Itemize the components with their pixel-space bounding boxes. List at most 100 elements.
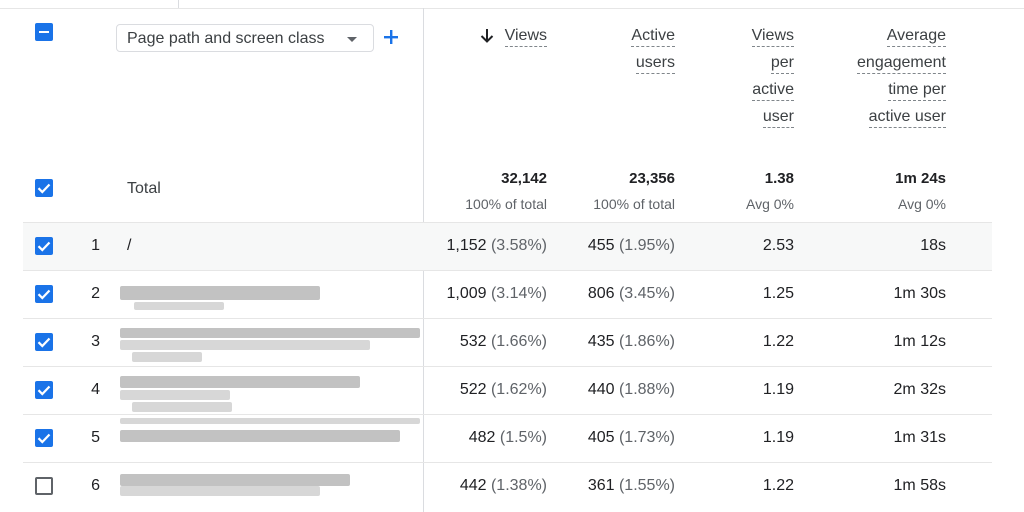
- cell-views-per-user: 1.25: [700, 285, 794, 303]
- row-checkbox[interactable]: [35, 381, 53, 399]
- row-checkbox[interactable]: [35, 333, 53, 351]
- cell-views-per-user-value: 1.19: [762, 381, 794, 398]
- check-icon: [37, 433, 51, 444]
- cell-views: 442 (1.38%): [420, 477, 547, 495]
- cell-active-users-percent: (1.55%): [618, 477, 675, 494]
- column-header-active-users[interactable]: Active users: [590, 24, 675, 78]
- column-header-avg-engagement[interactable]: Average engagement time per active user: [830, 24, 946, 132]
- cell-views-percent: (3.58%): [490, 237, 547, 254]
- cell-active-users: 806 (3.45%): [555, 285, 675, 303]
- redacted-page-path: [120, 486, 320, 496]
- header-views-line: Views: [504, 26, 547, 47]
- table-row[interactable]: [23, 462, 992, 511]
- cell-views: 482 (1.5%): [420, 429, 547, 447]
- cell-avg-engagement: 18s: [820, 237, 946, 255]
- row-index: 1: [91, 237, 100, 254]
- table-row[interactable]: [23, 414, 992, 463]
- select-all-checkbox[interactable]: [35, 23, 53, 41]
- cell-views: 1,152 (3.58%): [420, 237, 547, 255]
- header-vpu-line-4: user: [762, 107, 794, 128]
- cell-active-users: 405 (1.73%): [555, 429, 675, 447]
- redacted-page-path: [120, 286, 320, 300]
- redacted-page-path: [120, 390, 230, 400]
- sort-arrow-down-icon[interactable]: [478, 27, 496, 45]
- cell-avg-engagement: 1m 31s: [820, 429, 946, 447]
- cell-active-users-value: 405: [587, 429, 615, 446]
- cell-avg-engagement-value: 1m 30s: [893, 285, 946, 302]
- table-row[interactable]: [23, 270, 992, 319]
- dimension-select-label: Page path and screen class: [127, 30, 325, 47]
- row-checkbox[interactable]: [35, 429, 53, 447]
- cell-views-per-user: 1.19: [700, 381, 794, 399]
- cell-active-users-value: 455: [587, 237, 615, 254]
- cell-views: 1,009 (3.14%): [420, 285, 547, 303]
- table-row[interactable]: [23, 366, 992, 415]
- cell-active-users: 435 (1.86%): [555, 333, 675, 351]
- redacted-page-path: [120, 376, 360, 388]
- row-checkbox[interactable]: [35, 477, 53, 495]
- cell-active-users-percent: (1.88%): [618, 381, 675, 398]
- check-icon: [37, 385, 51, 396]
- cell-views-percent: (1.38%): [490, 477, 547, 494]
- check-icon: [37, 183, 51, 194]
- row-checkbox[interactable]: [35, 237, 53, 255]
- redacted-page-path: [120, 474, 350, 486]
- total-views: 32,142: [501, 170, 547, 187]
- row-checkbox[interactable]: [35, 285, 53, 303]
- total-views-sub: 100% of total: [465, 196, 547, 212]
- header-active-users-line-1: Active: [631, 26, 675, 47]
- redacted-page-path: [120, 418, 420, 424]
- cell-views-per-user: 1.19: [700, 429, 794, 447]
- cell-views-per-user-value: 1.22: [762, 477, 794, 494]
- cell-views-percent: (1.66%): [490, 333, 547, 350]
- cell-views-per-user-value: 1.25: [762, 285, 794, 302]
- cell-avg-engagement: 1m 12s: [820, 333, 946, 351]
- check-icon: [37, 289, 51, 300]
- cell-avg-engagement-value: 1m 31s: [893, 429, 946, 446]
- cell-views: 532 (1.66%): [420, 333, 547, 351]
- cell-active-users: 455 (1.95%): [555, 237, 675, 255]
- header-aet-line-3: time per: [888, 80, 946, 101]
- cell-views-value: 532: [459, 333, 487, 350]
- header-active-users-line-2: users: [635, 53, 675, 74]
- cell-views-value: 482: [468, 429, 496, 446]
- cell-views-per-user: 2.53: [700, 237, 794, 255]
- table-row[interactable]: [23, 318, 992, 367]
- header-vpu-line-1: Views: [751, 26, 794, 47]
- column-header-views[interactable]: Views: [496, 24, 547, 51]
- redacted-page-path: [120, 430, 400, 442]
- redacted-page-path: [120, 340, 370, 350]
- add-dimension-plus-icon[interactable]: [382, 26, 400, 48]
- total-active-users: 23,356: [629, 170, 675, 187]
- cell-avg-engagement: 2m 32s: [820, 381, 946, 399]
- total-views-per-user-sub: Avg 0%: [746, 196, 794, 212]
- cell-avg-engagement: 1m 30s: [820, 285, 946, 303]
- cell-active-users-value: 435: [587, 333, 615, 350]
- cell-views-per-user: 1.22: [700, 333, 794, 351]
- table-row[interactable]: [23, 222, 992, 271]
- cell-active-users-percent: (1.73%): [618, 429, 675, 446]
- cell-avg-engagement-value: 1m 12s: [893, 333, 946, 350]
- header-vpu-line-2: per: [770, 53, 794, 74]
- cell-active-users-value: 361: [587, 477, 615, 494]
- redacted-page-path: [132, 402, 232, 412]
- cell-active-users-percent: (1.86%): [618, 333, 675, 350]
- table-top-border: [0, 8, 1024, 9]
- cell-avg-engagement: 1m 58s: [820, 477, 946, 495]
- row-index: 3: [91, 333, 100, 350]
- total-label: Total: [127, 180, 161, 197]
- header-vpu-line-3: active: [752, 80, 794, 101]
- cell-active-users: 440 (1.88%): [555, 381, 675, 399]
- indeterminate-checkbox-icon: [39, 31, 49, 33]
- dimension-select[interactable]: Page path and screen class: [116, 24, 374, 52]
- row-index: 2: [91, 285, 100, 302]
- cell-views: 522 (1.62%): [420, 381, 547, 399]
- cell-views-per-user-value: 1.22: [762, 333, 794, 350]
- cell-active-users-value: 806: [587, 285, 615, 302]
- cell-views-percent: (1.62%): [490, 381, 547, 398]
- row-index: 5: [91, 429, 100, 446]
- column-header-views-per-user[interactable]: Views per active user: [720, 24, 794, 132]
- total-checkbox[interactable]: [35, 179, 53, 197]
- row-page-path[interactable]: /: [127, 237, 132, 254]
- total-views-per-user: 1.38: [764, 170, 794, 187]
